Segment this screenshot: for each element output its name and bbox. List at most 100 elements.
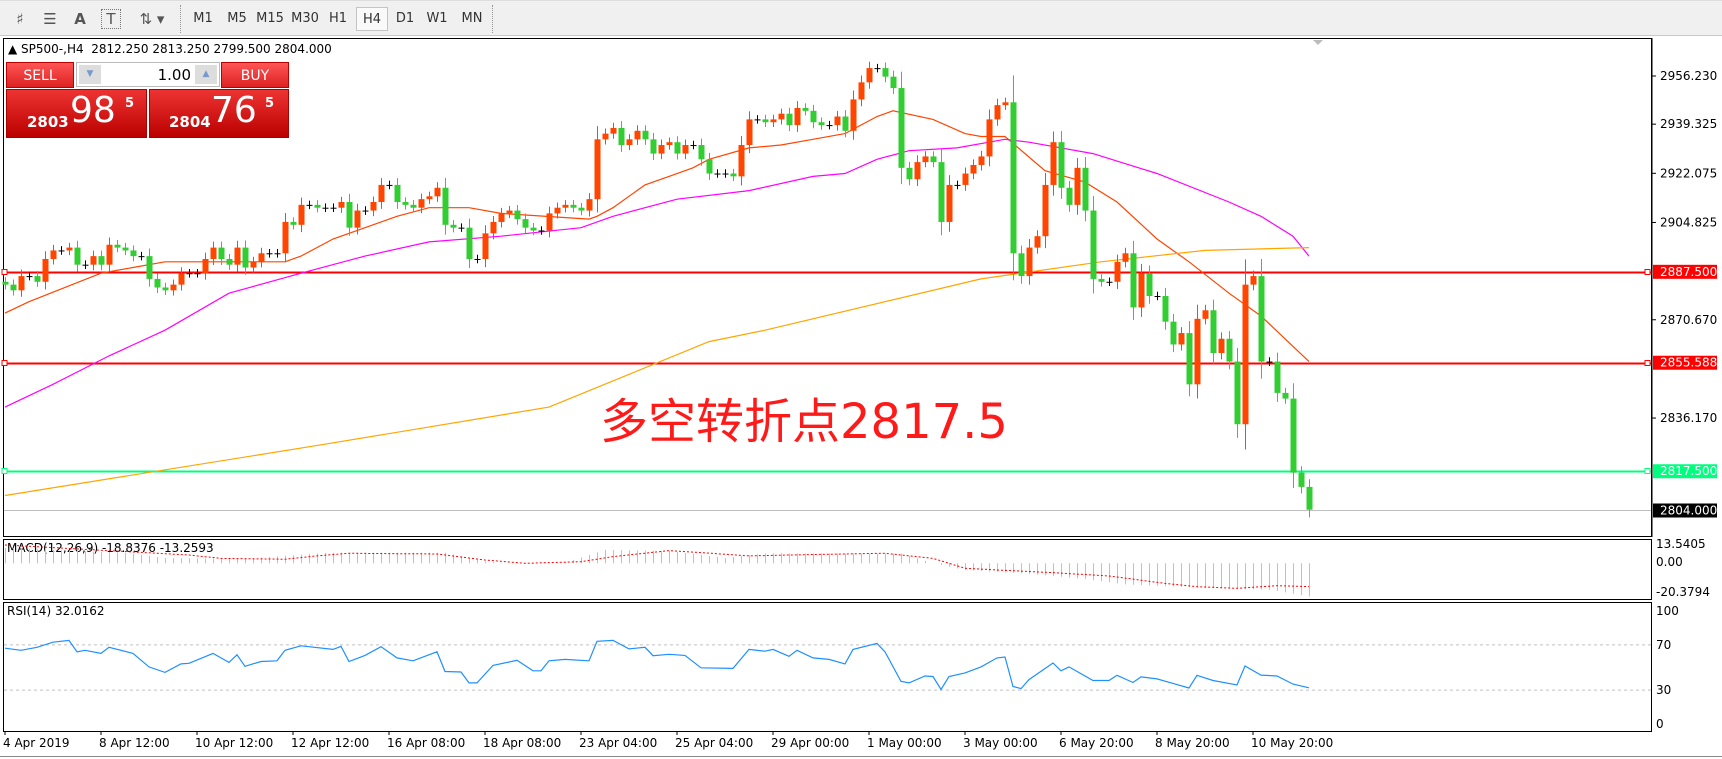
level-price-tag (1653, 355, 1717, 370)
candle-bear (842, 116, 849, 131)
chart-annotation-text[interactable]: 多空转折点2817.5 (600, 394, 1008, 450)
candle-bear (1298, 472, 1305, 487)
candle-bear (1290, 398, 1297, 473)
bid-price-button[interactable]: 2803 98 5 (6, 89, 147, 138)
candle-bull (1042, 184, 1049, 237)
macd-axis-label: 0.00 (1656, 555, 1683, 569)
macd-panel-frame (3, 539, 1652, 600)
candle-bear (802, 107, 809, 111)
ask-price-button[interactable]: 2804 76 5 (149, 89, 289, 138)
candle-bear (218, 247, 225, 259)
candle-bull (378, 184, 385, 203)
time-axis-label: 16 Apr 08:00 (387, 736, 465, 750)
current-price-label: 2804.000 (1660, 504, 1717, 518)
candle-bull (298, 204, 305, 225)
candle-bear (114, 244, 121, 248)
candle-bull (354, 210, 361, 228)
candle-bear (1234, 361, 1241, 425)
symbol-name: SP500-,H4 (21, 42, 84, 56)
level-price-label: 2887.500 (1660, 265, 1717, 279)
candle-bull (978, 156, 985, 165)
candle-bear (306, 204, 313, 206)
lot-size-input[interactable]: 1.00 (157, 66, 191, 84)
time-axis-label: 8 May 20:00 (1155, 736, 1230, 750)
time-axis-label: 4 Apr 2019 (3, 736, 70, 750)
candle-bear (1162, 296, 1169, 322)
sell-button[interactable]: SELL (6, 62, 74, 88)
candle-bull (778, 113, 785, 120)
timeframe-m15[interactable]: M15 (256, 11, 284, 26)
candle-bull (1242, 284, 1249, 425)
timeframe-h4[interactable]: H4 (356, 7, 388, 31)
lot-size-stepper[interactable]: ▼ 1.00 ▲ (76, 62, 220, 87)
buy-button[interactable]: BUY (221, 62, 289, 88)
collapse-triangle-icon[interactable]: ▲ (8, 42, 22, 56)
price-axis-label: 2870.670 (1660, 313, 1717, 327)
candle-bear (410, 204, 417, 208)
candle-bear (1266, 361, 1273, 363)
candle-bear (1306, 486, 1313, 510)
candle-bull (498, 213, 505, 222)
level-handle (1, 360, 8, 366)
candle-bear (570, 204, 577, 208)
candle-bull (634, 130, 641, 140)
time-axis-label: 25 Apr 04:00 (675, 736, 753, 750)
timeframe-m1[interactable]: M1 (193, 11, 213, 26)
candle-bear (810, 110, 817, 123)
timeframe-d1[interactable]: D1 (395, 11, 415, 26)
moving-average-line-ma_mid (4, 138, 1310, 408)
timeframe-w1[interactable]: W1 (426, 11, 448, 26)
candle-bear (642, 130, 649, 140)
bid-prefix: 2803 (27, 113, 69, 131)
candle-bear (754, 119, 761, 121)
candle-bull (282, 221, 289, 254)
candle-bear (34, 276, 41, 282)
candle-bear (698, 145, 705, 160)
lot-decrease-button[interactable]: ▼ (79, 65, 101, 84)
candle-bear (1130, 253, 1137, 308)
candle-bull (850, 99, 857, 131)
candle-bull (1074, 167, 1081, 205)
candle-bear (226, 258, 233, 265)
candle-bear (882, 68, 889, 77)
candle-bull (562, 204, 569, 208)
candle-bull (338, 202, 345, 208)
lot-increase-button[interactable]: ▲ (195, 65, 217, 84)
candle-bear (1066, 187, 1073, 205)
ohlc-open: 2812.250 (91, 42, 149, 56)
candle-bull (482, 233, 489, 259)
timeframe-m30[interactable]: M30 (291, 11, 319, 26)
candle-bull (658, 145, 665, 154)
candle-bear (1210, 310, 1217, 354)
timeframe-h1[interactable]: H1 (328, 11, 348, 26)
macd-axis-label: -20.3794 (1656, 585, 1710, 599)
price-axis-label: 2904.825 (1660, 215, 1717, 229)
candle-bull (426, 196, 433, 200)
text-icon[interactable]: A (74, 10, 86, 28)
time-axis-label: 1 May 00:00 (867, 736, 942, 750)
candle-bear (538, 230, 545, 232)
candle-bear (26, 276, 33, 278)
candle-bear (1010, 102, 1017, 254)
timeframe-mn[interactable]: MN (461, 11, 483, 26)
timeframe-m5[interactable]: M5 (227, 11, 247, 26)
candle-bear (650, 139, 657, 154)
text-label-icon[interactable]: T (101, 9, 121, 29)
candle-bear (730, 173, 737, 177)
candle-bear (394, 184, 401, 203)
candle-bear (1282, 392, 1289, 399)
candle-bear (890, 76, 897, 89)
bid-fraction: 5 (125, 96, 135, 111)
candle-bear (290, 221, 297, 225)
time-axis-label: 6 May 20:00 (1059, 736, 1134, 750)
candle-bear (1090, 210, 1097, 279)
elliott-wave-icon[interactable]: ♯ (16, 10, 24, 28)
chart-shift-marker[interactable] (1313, 40, 1323, 45)
candle-bull (1178, 333, 1185, 345)
candle-bear (618, 127, 625, 146)
candle-bull (1194, 318, 1201, 385)
candle-bull (1114, 261, 1121, 282)
arrows-icon[interactable]: ⇅ ▾ (139, 10, 165, 28)
fibonacci-fan-icon[interactable]: ☰ (43, 10, 57, 28)
